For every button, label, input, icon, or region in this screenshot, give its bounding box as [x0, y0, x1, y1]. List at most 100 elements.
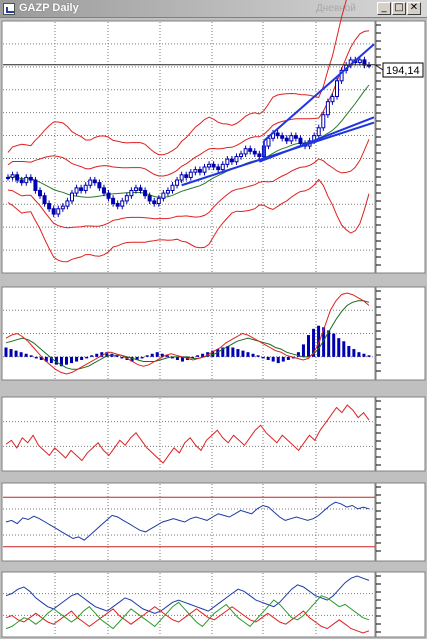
chart-window-icon: [3, 3, 15, 15]
macd-histogram-bar: [105, 352, 109, 357]
macd-histogram-bar: [226, 345, 230, 357]
macd-histogram-bar: [24, 353, 28, 357]
minimize-button[interactable]: _: [377, 2, 391, 15]
candle-body: [316, 127, 321, 137]
candle-body: [325, 101, 330, 116]
dmi-adx-line: [5, 575, 370, 614]
candle-body: [207, 163, 212, 168]
macd-histogram-bar: [251, 353, 255, 357]
candle-body: [243, 148, 248, 155]
candle-body: [111, 197, 116, 205]
candle-body: [124, 195, 129, 202]
macd-histogram-bar: [39, 356, 43, 360]
macd-histogram-bar: [155, 352, 159, 357]
macd-histogram-bar: [80, 356, 84, 360]
price-axis[interactable]: [375, 20, 426, 274]
candle-body: [170, 184, 175, 191]
macd-histogram-bar: [246, 352, 250, 357]
candle-body: [37, 189, 42, 197]
macd-histogram-bar: [261, 356, 265, 359]
dmi-panel: [1, 571, 426, 638]
timeframe-title: Дневной: [316, 3, 356, 14]
candle-body: [275, 132, 280, 137]
candle-body: [15, 174, 20, 181]
macd-histogram-bar: [191, 356, 195, 359]
candle-body: [65, 200, 70, 207]
macd-histogram-bar: [59, 356, 63, 367]
resistance-trendline: [263, 43, 375, 142]
macd-histogram-bar: [44, 356, 48, 362]
macd-histogram-bar: [201, 353, 205, 357]
macd-histogram-bar: [90, 355, 94, 357]
candle-body: [42, 195, 47, 205]
macd-histogram-bar: [70, 356, 74, 364]
window-titlebar[interactable]: GAZP Daily Дневной _ □ ✕: [0, 0, 427, 18]
macd-histogram-bar: [9, 349, 13, 357]
maximize-button[interactable]: □: [392, 2, 406, 15]
candle-body: [234, 156, 239, 163]
candle-body: [220, 163, 225, 171]
oscillator-2-line: [5, 501, 370, 541]
macd-histogram-bar: [357, 352, 361, 357]
last-price-label-box: [382, 62, 424, 78]
macd-histogram-bar: [221, 347, 225, 357]
candle-body: [298, 137, 303, 144]
candle-body: [284, 137, 289, 142]
candle-body: [33, 179, 38, 191]
macd-histogram-bar: [367, 355, 371, 357]
price-panel: [1, 20, 426, 274]
candle-body: [97, 182, 102, 189]
candle-body: [202, 166, 207, 173]
macd-histogram-bar: [301, 344, 305, 357]
macd-histogram-bar: [65, 356, 68, 365]
candle-body: [239, 153, 244, 158]
candle-body: [188, 171, 193, 178]
candle-body: [335, 80, 340, 97]
candle-body: [79, 187, 84, 191]
macd-histogram-bar: [347, 345, 351, 357]
candle-body: [147, 195, 152, 202]
last-price-connector: [374, 64, 384, 71]
oscillator-panel-1: [1, 396, 426, 472]
candle-body: [252, 150, 257, 155]
macd-histogram-bar: [317, 325, 321, 357]
macd-histogram-bar: [140, 356, 144, 359]
candle-body: [216, 166, 221, 171]
candle-body: [47, 203, 52, 210]
macd-histogram-bar: [266, 356, 270, 360]
macd-histogram-bar: [296, 352, 300, 357]
candle-body: [51, 208, 56, 215]
candle-body: [133, 187, 138, 191]
macd-histogram-bar: [4, 347, 8, 357]
macd-histogram-bar: [236, 349, 240, 357]
macd-histogram-bar: [115, 355, 119, 357]
oscillator-1-axis: [375, 396, 426, 472]
macd-histogram-bar: [196, 355, 200, 357]
candle-body: [293, 135, 298, 139]
macd-histogram-bar: [286, 356, 290, 360]
dmi-axis: [375, 571, 426, 638]
candle-body: [321, 114, 326, 129]
macd-histogram-bar: [362, 353, 366, 357]
macd-histogram-bar: [54, 356, 58, 365]
candle-body: [83, 184, 88, 191]
candle-body: [289, 135, 294, 142]
oscillator-1-line: [5, 404, 370, 464]
candle-body: [56, 208, 61, 215]
macd-histogram-bar: [145, 355, 149, 357]
candle-body: [92, 179, 97, 184]
macd-histogram-bar: [322, 327, 326, 357]
macd-histogram-bar: [241, 350, 245, 357]
macd-signal-line: [5, 300, 370, 370]
dmi-minus-line: [5, 606, 370, 634]
candle-body: [211, 163, 216, 168]
macd-line: [5, 292, 370, 375]
close-button[interactable]: ✕: [407, 2, 421, 15]
macd-histogram-bar: [100, 352, 104, 357]
macd-histogram-bar: [327, 330, 331, 357]
candle-body: [193, 169, 198, 173]
macd-histogram-bar: [332, 333, 336, 357]
macd-histogram-bar: [211, 350, 215, 357]
dmi-plus-line: [5, 595, 370, 630]
macd-histogram-bar: [75, 356, 79, 362]
